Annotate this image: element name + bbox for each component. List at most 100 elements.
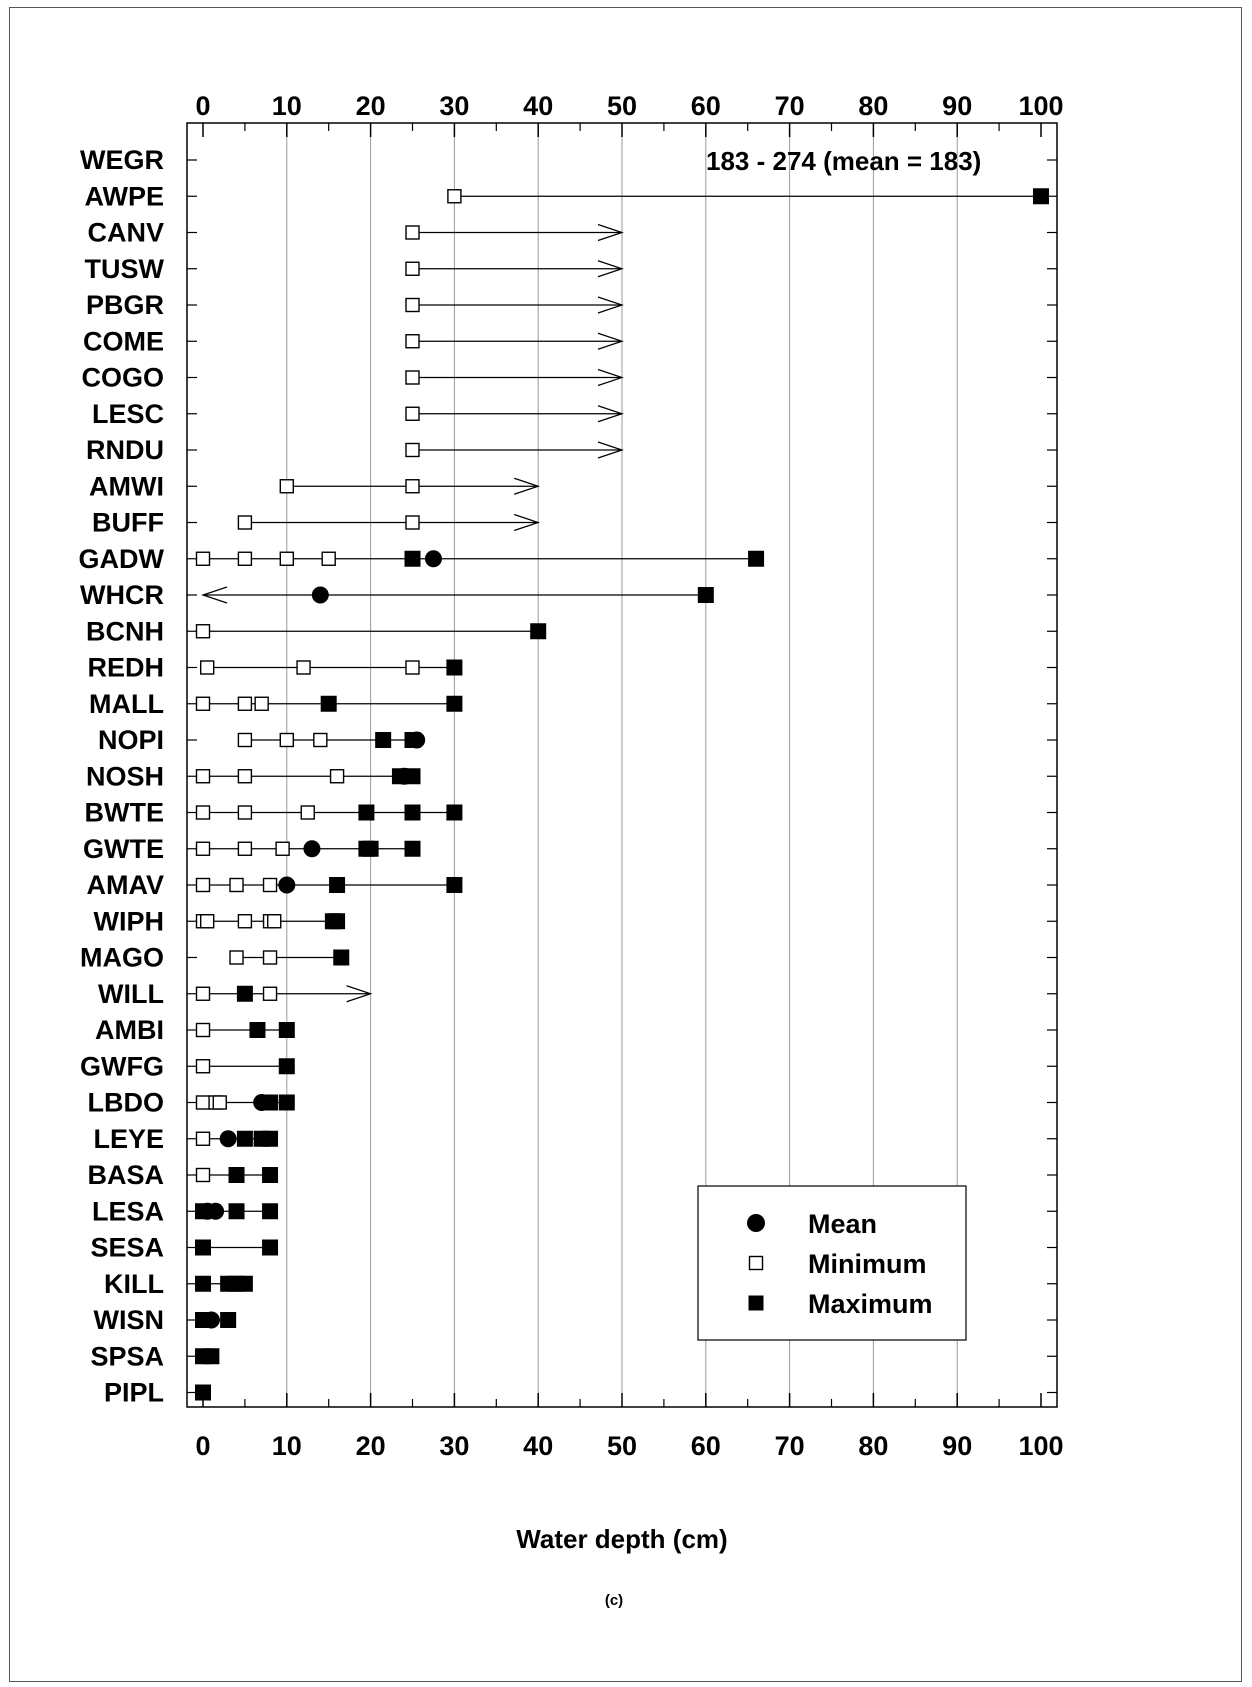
species-label: WHCR xyxy=(80,580,164,610)
maximum-marker xyxy=(530,623,547,640)
mean-marker xyxy=(253,1094,271,1111)
minimum-marker xyxy=(279,732,294,748)
legend: Mean Minimum Maximum xyxy=(697,1185,967,1341)
maximum-marker xyxy=(333,949,350,966)
arrow-head xyxy=(597,441,624,459)
maximum-marker xyxy=(404,804,421,821)
mean-marker xyxy=(207,1202,225,1220)
minimum-marker xyxy=(405,479,420,494)
minimum-marker xyxy=(275,841,290,856)
top-tick-label: 70 xyxy=(775,91,805,121)
legend-label: Maximum xyxy=(808,1289,933,1319)
maximum-marker xyxy=(195,1275,211,1292)
minimum-marker xyxy=(237,805,253,820)
maximum-marker xyxy=(228,1203,245,1220)
maximum-marker xyxy=(278,1058,295,1075)
minimum-marker xyxy=(195,1131,211,1146)
arrow-head xyxy=(597,296,624,314)
maximum-marker xyxy=(1033,188,1049,205)
top-tick-label: 40 xyxy=(523,91,553,121)
maximum-marker xyxy=(262,1203,279,1220)
plot-area xyxy=(186,122,1058,1408)
species-label: LEYE xyxy=(93,1124,164,1154)
maximum-marker xyxy=(362,840,379,857)
minimum-marker xyxy=(447,189,462,204)
species-label: GADW xyxy=(79,544,165,574)
species-label: NOSH xyxy=(86,761,164,791)
maximum-marker xyxy=(329,913,346,930)
minimum-marker xyxy=(195,877,211,893)
bottom-tick-label: 40 xyxy=(523,1431,553,1461)
bottom-tick-label: 50 xyxy=(607,1431,637,1461)
minimum-marker xyxy=(199,660,215,675)
minimum-marker xyxy=(195,805,211,820)
top-tick-label: 50 xyxy=(607,91,637,121)
maximum-marker xyxy=(262,1167,279,1183)
minimum-marker xyxy=(296,660,311,675)
arrow-head xyxy=(514,477,541,495)
mean-marker xyxy=(278,876,296,894)
top-tick-label: 30 xyxy=(439,91,469,121)
species-label: WEGR xyxy=(80,145,164,175)
maximum-marker xyxy=(195,1384,211,1401)
top-tick-label: 60 xyxy=(691,91,721,121)
top-tick-label: 80 xyxy=(858,91,888,121)
minimum-marker xyxy=(199,914,215,929)
legend-box xyxy=(697,1185,967,1341)
mean-marker xyxy=(408,731,426,749)
mean-marker xyxy=(202,1311,220,1329)
top-tick-label: 100 xyxy=(1018,91,1063,121)
minimum-marker xyxy=(405,406,420,421)
bottom-tick-label: 20 xyxy=(356,1431,386,1461)
maximum-marker xyxy=(228,1167,245,1183)
bottom-tick-label: 10 xyxy=(272,1431,302,1461)
maximum-marker xyxy=(748,550,765,567)
maximum-marker xyxy=(249,1022,266,1038)
maximum-marker xyxy=(446,659,463,676)
species-label: AWPE xyxy=(84,181,164,211)
data-markers xyxy=(195,188,1049,1401)
maximum-marker xyxy=(278,1094,295,1111)
minimum-marker xyxy=(229,950,244,965)
minimum-marker xyxy=(212,1095,227,1110)
minimum-marker xyxy=(262,877,278,893)
species-label: MAGO xyxy=(80,943,164,973)
maximum-marker xyxy=(320,695,337,712)
minimum-marker xyxy=(262,986,278,1001)
minimum-marker xyxy=(195,624,211,639)
species-label: BASA xyxy=(87,1160,164,1190)
bottom-tick-label: 100 xyxy=(1018,1431,1063,1461)
arrow-head xyxy=(346,985,373,1003)
maximum-marker xyxy=(697,587,714,603)
mean-marker xyxy=(424,550,442,568)
legend-label: Mean xyxy=(808,1209,877,1239)
top-tick-label: 0 xyxy=(195,91,210,121)
arrow-head xyxy=(597,260,624,278)
arrow-head xyxy=(597,332,624,350)
species-label: SPSA xyxy=(90,1341,164,1371)
minimum-marker xyxy=(254,696,269,711)
minimum-marker xyxy=(262,950,278,965)
minimum-marker xyxy=(405,225,420,240)
minimum-marker xyxy=(321,551,336,566)
minimum-marker xyxy=(329,769,345,784)
species-label: AMBI xyxy=(95,1015,164,1045)
top-tick-label: 20 xyxy=(356,91,386,121)
arrow-head xyxy=(201,586,228,604)
minimum-marker xyxy=(267,914,282,929)
minimum-marker xyxy=(195,1059,211,1074)
arrow-head xyxy=(597,405,624,423)
minimum-marker xyxy=(405,515,420,530)
minimum-marker xyxy=(195,1167,211,1183)
maximum-marker xyxy=(203,1348,220,1365)
minimum-marker xyxy=(405,261,420,276)
mean-marker xyxy=(219,1130,237,1148)
mean-marker xyxy=(311,586,329,604)
minimum-marker xyxy=(195,986,211,1001)
maximum-marker xyxy=(278,1022,295,1038)
minimum-marker xyxy=(405,370,420,385)
minimum-marker xyxy=(405,660,420,675)
species-label: LESA xyxy=(92,1196,164,1226)
maximum-marker xyxy=(446,877,463,893)
